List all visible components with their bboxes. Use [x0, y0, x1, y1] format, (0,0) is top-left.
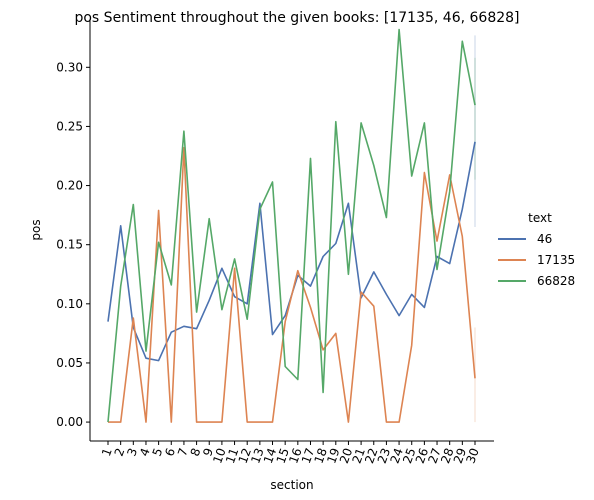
x-tick-label: 21 — [350, 446, 368, 465]
x-tick-label: 2 — [112, 446, 128, 458]
x-tick-label: 3 — [124, 446, 140, 458]
y-tick-label: 0.00 — [56, 415, 83, 429]
x-tick-label: 1 — [99, 446, 115, 458]
plot-area — [107, 28, 476, 423]
y-axis-ticks: 0.00 0.05 0.10 0.15 0.20 0.25 0.30 — [56, 60, 90, 429]
x-tick-label: 24 — [388, 446, 406, 465]
x-tick-label: 7 — [175, 446, 191, 458]
x-tick-label: 10 — [210, 446, 228, 465]
x-tick-label: 16 — [286, 446, 304, 465]
x-tick-label: 11 — [223, 446, 241, 465]
x-tick-label: 17 — [299, 446, 317, 465]
y-tick-label: 0.05 — [56, 356, 83, 370]
legend: text 46 17135 66828 — [498, 211, 575, 288]
series-line-46 — [107, 141, 476, 362]
y-tick-label: 0.20 — [56, 179, 83, 193]
x-tick-label: 4 — [137, 446, 153, 458]
x-tick-label: 9 — [200, 446, 216, 458]
y-tick-label: 0.10 — [56, 297, 83, 311]
x-tick-label: 18 — [312, 446, 330, 465]
x-tick-label: 26 — [413, 446, 431, 465]
legend-title: text — [528, 211, 552, 225]
y-tick-label: 0.15 — [56, 238, 83, 252]
x-tick-label: 15 — [274, 446, 292, 465]
x-tick-label: 19 — [324, 446, 342, 465]
legend-label-46: 46 — [537, 232, 552, 246]
x-tick-label: 30 — [463, 446, 481, 465]
y-tick-label: 0.30 — [56, 60, 83, 74]
x-tick-label: 5 — [150, 446, 166, 458]
x-tick-label: 23 — [375, 446, 393, 465]
x-tick-label: 8 — [188, 446, 204, 458]
y-tick-label: 0.25 — [56, 119, 83, 133]
series-line-66828 — [107, 28, 476, 423]
x-tick-label: 13 — [248, 446, 266, 465]
x-tick-label: 29 — [451, 446, 469, 465]
series-line-17135 — [108, 146, 476, 423]
x-tick-label: 22 — [362, 446, 380, 465]
legend-label-66828: 66828 — [537, 274, 575, 288]
x-tick-label: 25 — [400, 446, 418, 465]
chart-title: pos Sentiment throughout the given books… — [74, 10, 519, 26]
y-axis-label: pos — [29, 219, 43, 240]
legend-label-17135: 17135 — [537, 253, 575, 267]
x-axis-label: section — [270, 478, 313, 492]
x-tick-label: 12 — [236, 446, 254, 465]
x-tick-label: 27 — [425, 446, 443, 465]
x-axis-ticks: 1234567891011121314151617181920212223242… — [99, 441, 482, 465]
x-tick-label: 14 — [261, 446, 279, 465]
x-tick-label: 28 — [438, 446, 456, 465]
x-tick-label: 6 — [162, 446, 178, 458]
x-tick-label: 20 — [337, 446, 355, 465]
